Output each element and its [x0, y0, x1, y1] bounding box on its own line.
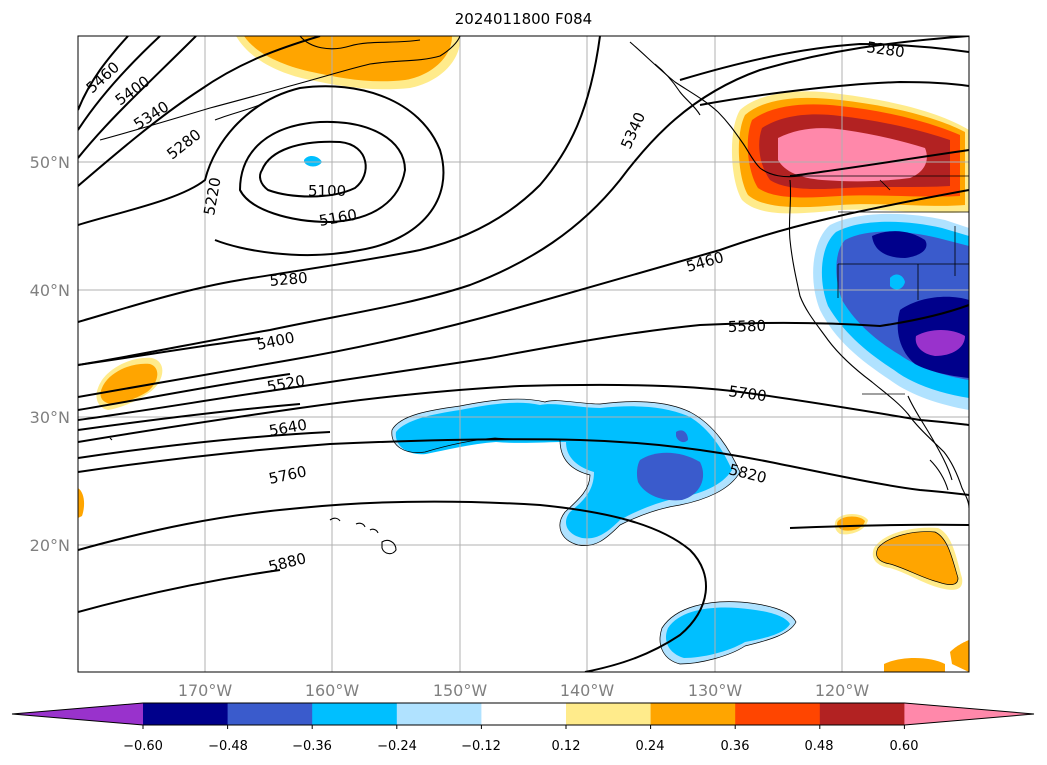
contour-5580	[78, 304, 969, 421]
colorbar-bin	[819, 703, 905, 725]
colorbar-bin	[143, 703, 229, 725]
lon-label: 160°W	[305, 681, 360, 700]
lon-label: 130°W	[688, 681, 743, 700]
map-plot-area: 5460 5400 5340 5280 5220 5100 5160 5280 …	[78, 36, 969, 672]
lon-label: 170°W	[178, 681, 233, 700]
colorbar-bin	[227, 703, 313, 725]
contour-5460-west	[78, 36, 129, 111]
contour-label: 5700	[727, 382, 767, 405]
colorbar-bin	[650, 703, 736, 725]
height-contours	[78, 36, 969, 672]
contour-5400	[78, 337, 261, 366]
lat-label: 50°N	[30, 153, 70, 172]
lat-label: 30°N	[30, 408, 70, 427]
colorbar-tick-label: 0.24	[636, 739, 665, 754]
contour-label: 5280	[269, 269, 309, 290]
latitude-labels: 50°N 40°N 30°N 20°N	[30, 153, 70, 555]
lon-label: 150°W	[433, 681, 488, 700]
lat-label: 40°N	[30, 281, 70, 300]
contour-5520	[78, 373, 291, 411]
colorbar-bin	[566, 703, 652, 725]
contour-label: 5580	[728, 317, 767, 336]
lat-label: 20°N	[30, 536, 70, 555]
contour-label: 5280	[865, 38, 905, 61]
contour-5880	[78, 500, 707, 672]
colorbar-bin	[735, 703, 821, 725]
contour-5820	[78, 438, 969, 496]
contour-5400-west	[78, 36, 161, 131]
map-frame	[77, 35, 970, 673]
grid-lines	[78, 36, 969, 672]
colorbar-tick-label: −0.12	[461, 739, 501, 754]
contour-5280-west	[78, 36, 321, 187]
colorbar-tick-label: 0.12	[552, 739, 581, 754]
colorbar-tick-label: −0.48	[208, 739, 248, 754]
colorbar-tick-label: −0.24	[377, 739, 417, 754]
longitude-labels: 170°W 160°W 150°W 140°W 130°W 120°W	[178, 681, 870, 700]
contour-5460-east	[78, 189, 969, 398]
colorbar-extend-low	[12, 703, 143, 725]
colorbar-bin	[312, 703, 398, 725]
contour-5220	[78, 85, 445, 257]
colorbar-tick-label: 0.48	[805, 739, 834, 754]
contour-5340-mid	[78, 36, 969, 366]
colorbar-tick-label: 0.60	[890, 739, 919, 754]
colorbar-bin	[396, 703, 482, 725]
lon-label: 140°W	[560, 681, 615, 700]
lon-label: 120°W	[815, 681, 870, 700]
contour-5100	[259, 140, 367, 198]
contour-5160	[238, 120, 407, 224]
anomaly-core-dark	[872, 231, 927, 258]
colorbar-tick-label: −0.60	[123, 739, 163, 754]
colorbar	[11, 702, 1035, 729]
map-title: 2024011800 F084	[454, 10, 593, 28]
contour-5280-east	[679, 42, 969, 81]
colorbar-extend-high	[904, 703, 1034, 725]
colorbar-tick-label: −0.36	[292, 739, 332, 754]
coastlines	[99, 36, 969, 555]
colorbar-bin	[481, 703, 567, 725]
contour-5280-mid	[78, 36, 601, 323]
colorbar-ticks: −0.60 −0.48 −0.36 −0.24 −0.12 0.12 0.24 …	[123, 739, 918, 754]
contour-5340-west	[78, 36, 197, 159]
contour-label: 5100	[308, 182, 346, 200]
contour-5760	[78, 431, 331, 459]
contour-5700	[78, 383, 969, 443]
colorbar-tick-label: 0.36	[721, 739, 750, 754]
contour-5340-east	[699, 80, 969, 106]
anomaly-core-purple	[915, 330, 965, 356]
contour-5640	[78, 403, 301, 431]
